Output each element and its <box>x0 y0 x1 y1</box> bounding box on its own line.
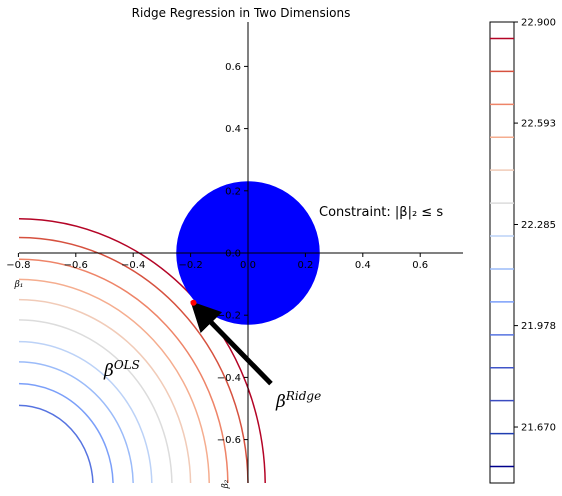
y-tick-label: −0.6 <box>217 435 241 446</box>
y-axis-label: β₂ <box>221 479 231 489</box>
chart-title: Ridge Regression in Two Dimensions <box>132 6 351 20</box>
contour-line <box>18 300 190 487</box>
x-tick-label: 0.6 <box>412 260 428 271</box>
y-tick-label: 0.6 <box>225 62 241 73</box>
y-tick-label: 0.2 <box>225 186 241 197</box>
x-tick-label: −0.4 <box>121 260 145 271</box>
x-axis-label: β₁ <box>14 280 24 290</box>
x-tick-label: −0.8 <box>6 260 30 271</box>
x-tick-label: 0.4 <box>355 260 371 271</box>
x-tick-label: −0.2 <box>178 260 202 271</box>
contour-line <box>18 384 113 487</box>
contour-line <box>18 405 93 486</box>
contour-line <box>18 320 172 486</box>
colorbar-frame <box>490 22 514 483</box>
beta-ridge-label: βRidge <box>275 389 321 412</box>
colorbar-tick-label: 22.900 <box>521 18 556 29</box>
ridge-solution-point <box>190 300 196 306</box>
colorbar-tick-label: 22.593 <box>521 119 556 130</box>
colorbar-tick-label: 22.285 <box>521 220 556 231</box>
colorbar: 22.900 22.593 22.285 21.978 21.670 <box>490 18 556 484</box>
constraint-annotation: Constraint: |β|₂ ≤ s <box>319 205 443 220</box>
contour-line <box>18 362 133 486</box>
x-tick-label: 0.0 <box>240 260 256 271</box>
x-tick-label: −0.6 <box>64 260 88 271</box>
colorbar-tick-label: 21.978 <box>521 321 556 332</box>
colorbar-tick-label: 21.670 <box>521 423 556 434</box>
y-tick-label: −0.2 <box>217 311 241 322</box>
y-tick-label: −0.4 <box>217 373 241 384</box>
y-tick-label: 0.4 <box>225 124 241 135</box>
y-tick-label: 0.0 <box>225 249 241 260</box>
x-tick-label: 0.2 <box>297 260 313 271</box>
